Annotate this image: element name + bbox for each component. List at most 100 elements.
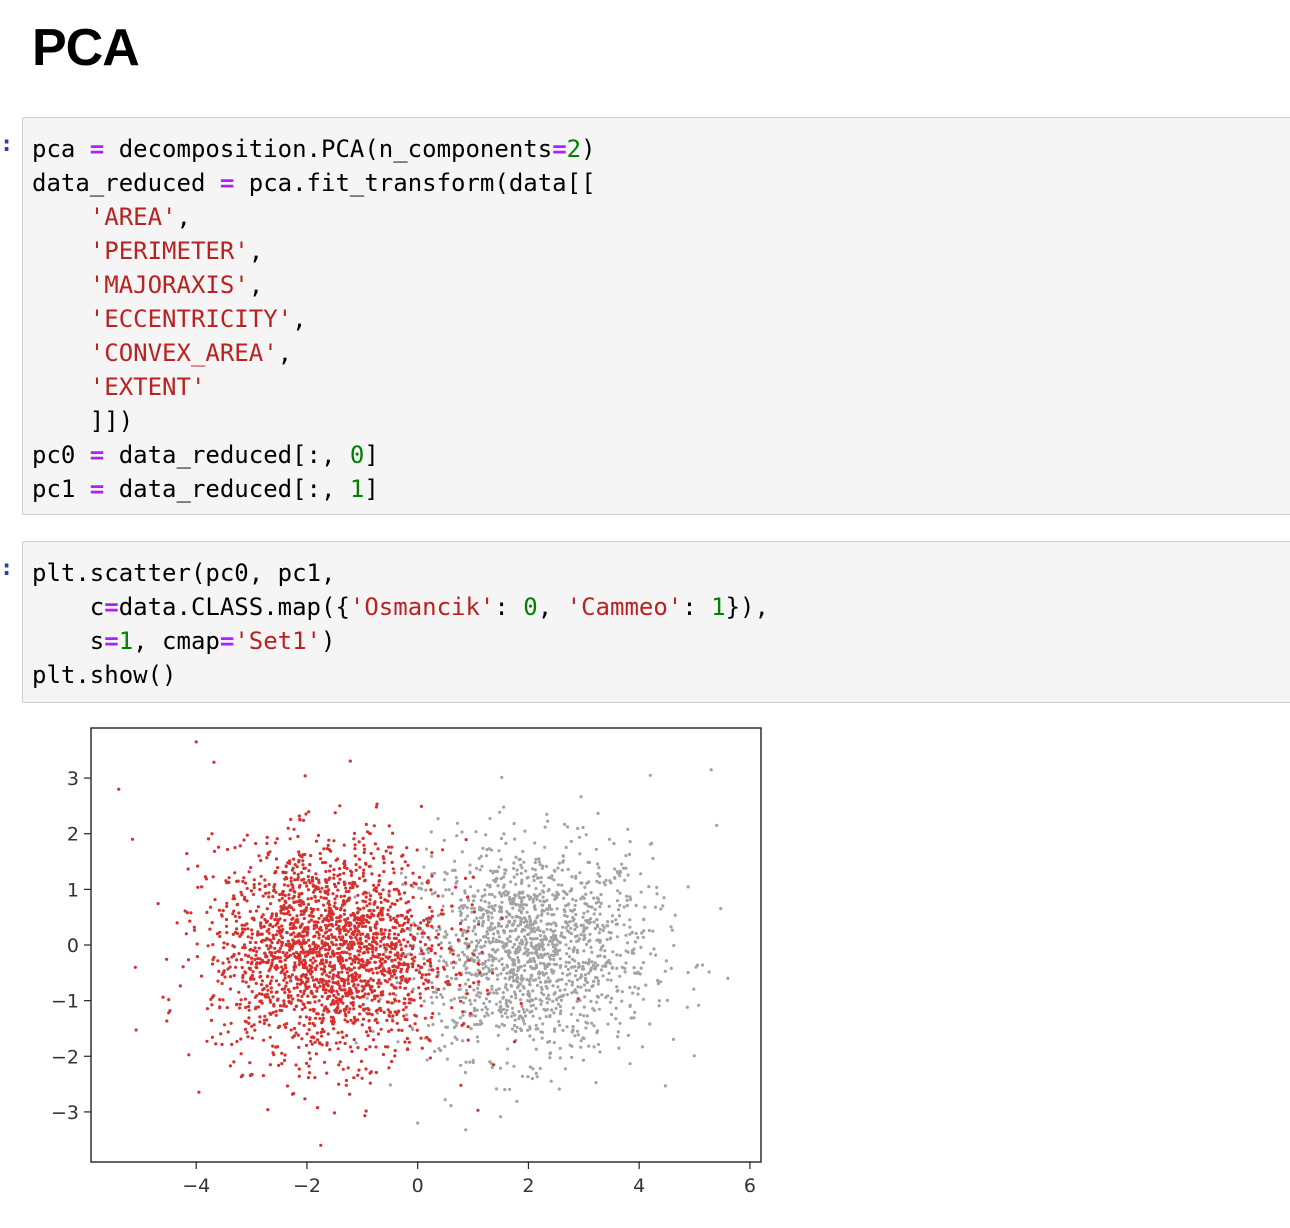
scatter-point xyxy=(297,885,301,889)
scatter-point xyxy=(373,1018,377,1022)
code-editor[interactable]: plt.scatter(pc0, pc1, c=data.CLASS.map({… xyxy=(32,556,769,692)
scatter-point xyxy=(278,892,282,897)
scatter-point xyxy=(452,997,456,1001)
scatter-point xyxy=(624,854,628,858)
scatter-point xyxy=(618,874,622,878)
scatter-point xyxy=(397,1028,401,1032)
scatter-point xyxy=(421,952,425,956)
scatter-point xyxy=(196,864,200,868)
code-cell-scatter[interactable]: plt.scatter(pc0, pc1, c=data.CLASS.map({… xyxy=(22,541,1290,703)
scatter-point xyxy=(505,937,510,941)
scatter-point xyxy=(307,1064,311,1068)
scatter-point xyxy=(436,966,440,971)
scatter-point xyxy=(548,957,553,961)
code-cell-pca[interactable]: pca = decomposition.PCA(n_components=2) … xyxy=(22,117,1290,515)
scatter-point xyxy=(362,843,366,847)
scatter-point xyxy=(475,1008,479,1012)
scatter-point xyxy=(379,939,383,943)
scatter-point xyxy=(263,884,267,889)
scatter-point xyxy=(654,953,658,957)
scatter-point xyxy=(400,954,404,958)
scatter-point xyxy=(664,959,669,963)
scatter-point xyxy=(539,1002,543,1006)
scatter-point xyxy=(589,891,593,895)
scatter-point xyxy=(314,872,318,876)
scatter-point xyxy=(209,1018,214,1022)
scatter-point xyxy=(313,983,317,987)
scatter-point xyxy=(555,952,559,956)
scatter-point xyxy=(325,1041,329,1045)
scatter-point xyxy=(368,1012,372,1016)
scatter-point xyxy=(353,1017,357,1021)
scatter-point xyxy=(231,944,235,948)
scatter-point xyxy=(410,962,414,966)
scatter-point xyxy=(186,867,190,871)
scatter-point xyxy=(282,903,286,907)
code-token: pc1 xyxy=(32,475,90,503)
scatter-point xyxy=(338,984,342,988)
scatter-point xyxy=(554,934,558,938)
scatter-point xyxy=(301,1002,305,1006)
scatter-point xyxy=(358,1005,362,1009)
scatter-point xyxy=(541,864,545,868)
scatter-point xyxy=(530,951,534,955)
scatter-point xyxy=(342,843,346,847)
scatter-point xyxy=(618,870,623,874)
scatter-point xyxy=(349,962,354,966)
scatter-point xyxy=(585,1021,590,1025)
code-line: c=data.CLASS.map({'Osmancik': 0, 'Cammeo… xyxy=(32,593,769,621)
scatter-point xyxy=(291,997,295,1001)
scatter-point xyxy=(329,1002,333,1007)
scatter-point xyxy=(363,847,367,851)
scatter-point xyxy=(612,842,616,846)
scatter-point xyxy=(350,995,354,999)
scatter-point xyxy=(271,1051,275,1055)
scatter-point xyxy=(480,950,484,954)
scatter-point xyxy=(540,1036,544,1040)
scatter-point xyxy=(480,924,485,928)
scatter-point xyxy=(311,956,315,960)
scatter-point xyxy=(328,876,332,880)
scatter-point xyxy=(505,1015,509,1019)
scatter-point xyxy=(352,918,356,922)
scatter-point xyxy=(330,916,334,920)
scatter-point xyxy=(293,961,297,965)
scatter-point xyxy=(287,1000,292,1005)
code-token: 'Cammeo' xyxy=(566,593,683,621)
scatter-point xyxy=(585,881,589,885)
scatter-point xyxy=(346,1066,350,1070)
scatter-point xyxy=(477,995,482,999)
scatter-point xyxy=(309,896,313,900)
scatter-point xyxy=(283,973,287,977)
scatter-point xyxy=(258,932,262,936)
scatter-point xyxy=(571,897,575,901)
scatter-point xyxy=(542,930,546,934)
scatter-point xyxy=(517,1017,521,1021)
scatter-point xyxy=(302,951,306,955)
scatter-point xyxy=(259,961,263,965)
scatter-point xyxy=(436,817,440,821)
scatter-point xyxy=(294,920,298,924)
scatter-point xyxy=(183,909,187,913)
scatter-point xyxy=(522,1022,527,1026)
code-editor[interactable]: pca = decomposition.PCA(n_components=2) … xyxy=(32,132,596,506)
scatter-point xyxy=(348,1007,352,1011)
code-token: 2 xyxy=(566,135,582,163)
scatter-point xyxy=(264,995,268,999)
scatter-point xyxy=(551,953,555,957)
scatter-point xyxy=(523,964,527,968)
scatter-point xyxy=(592,980,596,984)
scatter-point xyxy=(603,883,607,887)
code-line: 'ECCENTRICITY', xyxy=(32,305,307,333)
scatter-point xyxy=(310,970,314,974)
scatter-point xyxy=(418,952,422,956)
scatter-point xyxy=(512,1023,517,1028)
scatter-point xyxy=(275,918,279,922)
scatter-point xyxy=(420,881,424,886)
scatter-points xyxy=(117,740,730,1147)
scatter-point xyxy=(283,958,287,962)
scatter-point xyxy=(324,879,328,883)
scatter-point xyxy=(577,937,582,941)
scatter-point xyxy=(252,1023,256,1027)
scatter-point xyxy=(297,963,301,967)
